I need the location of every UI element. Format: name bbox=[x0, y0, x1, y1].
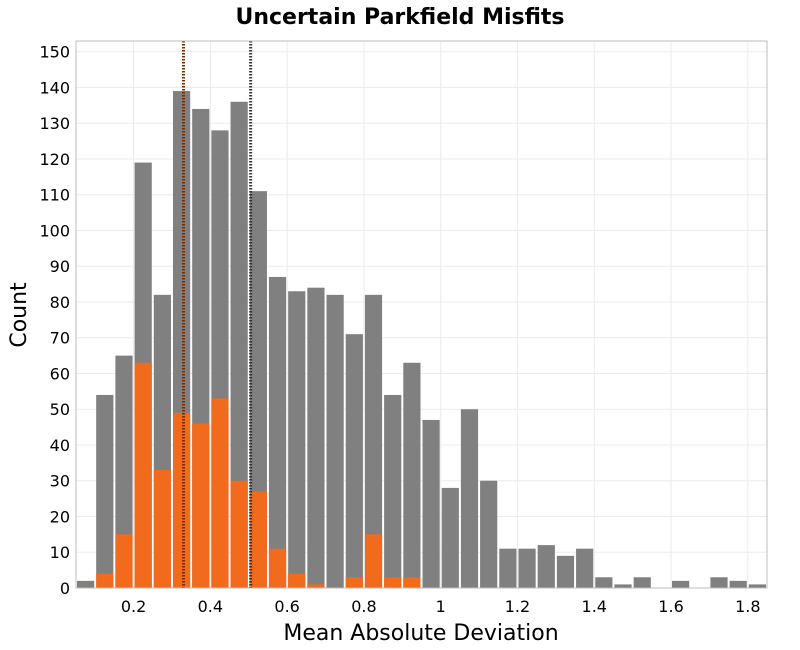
bar-selected bbox=[403, 577, 421, 588]
y-axis-ticks: 0 10 20 30 40 50 60 70 80 90 100 110 120 130 140 150 bbox=[39, 43, 70, 598]
y-tick-label: 20 bbox=[50, 507, 70, 526]
bar-all bbox=[288, 291, 306, 588]
bar-all bbox=[633, 577, 651, 588]
bar-all bbox=[460, 409, 479, 588]
bar-all bbox=[345, 334, 363, 588]
x-tick-label: 0.4 bbox=[198, 597, 223, 616]
x-axis-ticks: 0.2 0.4 0.6 0.8 1 1.2 1.4 1.6 1.8 bbox=[121, 597, 761, 616]
y-tick-label: 50 bbox=[50, 400, 70, 419]
bar-selected bbox=[115, 534, 133, 588]
bar-selected bbox=[230, 480, 248, 588]
bar-all bbox=[556, 555, 575, 588]
bar-selected bbox=[268, 548, 287, 588]
x-tick-label: 0.6 bbox=[274, 597, 299, 616]
bar-all bbox=[364, 294, 383, 588]
bar-all bbox=[537, 545, 555, 588]
y-tick-label: 10 bbox=[50, 543, 70, 562]
bar-selected bbox=[384, 577, 402, 588]
plot-frame bbox=[75, 40, 768, 589]
bar-all bbox=[307, 287, 325, 588]
y-tick-label: 150 bbox=[39, 43, 70, 62]
bar-all bbox=[403, 362, 421, 588]
x-tick-label: 1.6 bbox=[658, 597, 683, 616]
y-tick-label: 0 bbox=[60, 579, 70, 598]
bar-selected bbox=[172, 412, 191, 588]
x-tick-label: 0.8 bbox=[351, 597, 376, 616]
bar-selected bbox=[288, 573, 306, 588]
y-tick-label: 110 bbox=[39, 186, 70, 205]
y-tick-label: 40 bbox=[50, 436, 70, 455]
y-tick-label: 30 bbox=[50, 472, 70, 491]
bar-all bbox=[710, 577, 728, 588]
bar-all bbox=[672, 580, 690, 588]
x-axis-label: Mean Absolute Deviation bbox=[283, 621, 558, 646]
bar-all bbox=[748, 584, 766, 588]
bar-selected bbox=[249, 491, 267, 588]
bar-all bbox=[441, 487, 459, 588]
bar-all bbox=[115, 355, 133, 588]
y-tick-label: 100 bbox=[39, 221, 70, 240]
bar-selected bbox=[192, 423, 210, 588]
bar-all bbox=[77, 580, 95, 588]
grid-lines bbox=[76, 41, 767, 589]
bar-all bbox=[96, 394, 114, 588]
bar-all bbox=[518, 548, 536, 588]
y-tick-label: 120 bbox=[39, 150, 70, 169]
y-tick-label: 80 bbox=[50, 293, 70, 312]
chart-title: Uncertain Parkfield Misfits bbox=[235, 5, 564, 30]
bar-selected bbox=[153, 470, 171, 588]
x-tick-label: 1.8 bbox=[735, 597, 760, 616]
y-tick-label: 140 bbox=[39, 78, 70, 97]
bar-all bbox=[326, 294, 344, 588]
bar-all bbox=[595, 577, 613, 588]
bar-all bbox=[384, 394, 402, 588]
bar-all bbox=[576, 548, 594, 588]
y-axis-label: Count bbox=[7, 282, 32, 348]
y-tick-label: 70 bbox=[50, 329, 70, 348]
x-tick-label: 1.4 bbox=[582, 597, 607, 616]
y-tick-label: 130 bbox=[39, 114, 70, 133]
bar-all bbox=[480, 480, 498, 588]
bar-all bbox=[230, 101, 248, 589]
bar-all bbox=[249, 191, 267, 588]
bar-all bbox=[268, 276, 287, 588]
bar-selected bbox=[96, 573, 114, 588]
bar-all bbox=[422, 419, 440, 588]
bar-selected bbox=[211, 398, 229, 588]
bar-all bbox=[499, 548, 517, 588]
x-tick-label: 1.2 bbox=[505, 597, 530, 616]
x-tick-label: 0.2 bbox=[121, 597, 146, 616]
bar-selected bbox=[345, 577, 363, 588]
bars-selected-series bbox=[96, 362, 421, 588]
bar-all bbox=[729, 580, 747, 588]
bar-selected bbox=[307, 584, 325, 588]
reference-lines bbox=[181, 41, 253, 588]
y-tick-label: 90 bbox=[50, 257, 70, 276]
bar-all bbox=[614, 584, 632, 588]
y-tick-label: 60 bbox=[50, 364, 70, 383]
x-tick-label: 1 bbox=[436, 597, 446, 616]
bar-selected bbox=[134, 362, 152, 588]
bar-selected bbox=[364, 534, 383, 588]
